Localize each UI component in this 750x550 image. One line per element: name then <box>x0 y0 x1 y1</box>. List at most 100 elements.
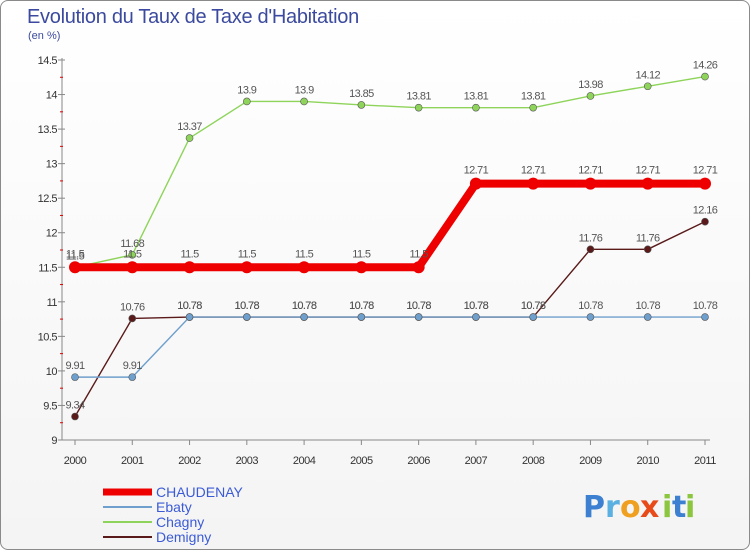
data-point <box>643 245 652 254</box>
x-tick-label: 2000 <box>64 455 87 467</box>
y-tick-label: 11 <box>47 297 58 309</box>
y-tick-label: 11.5 <box>38 262 57 274</box>
series-line-demigny <box>74 220 706 418</box>
logo-letter: P <box>583 490 605 525</box>
x-tick-label: 2002 <box>178 455 201 467</box>
data-label: 14.12 <box>635 69 660 81</box>
data-label: 9.91 <box>123 360 142 372</box>
data-label: 11.68 <box>120 238 144 250</box>
data-label: 10.78 <box>521 300 546 312</box>
x-tick-label: 2004 <box>293 455 316 467</box>
data-label: 10.76 <box>120 301 145 313</box>
data-label: 10.78 <box>292 300 317 312</box>
data-point <box>355 261 368 274</box>
data-point <box>529 313 537 321</box>
data-label: 10.78 <box>464 300 489 312</box>
data-label: 13.81 <box>464 91 489 103</box>
logo-letter: i <box>662 490 672 525</box>
logo-letter: r <box>605 490 620 525</box>
data-point <box>472 103 480 112</box>
series-line-chaudenay <box>71 179 709 272</box>
data-point <box>701 72 709 81</box>
data-label: 10.78 <box>349 300 374 312</box>
data-point <box>128 314 137 323</box>
y-tick-label: 12.5 <box>38 193 58 205</box>
data-point <box>298 261 311 274</box>
data-point <box>71 412 79 421</box>
data-label: 13.98 <box>578 79 603 91</box>
data-point <box>126 261 139 274</box>
data-point <box>701 217 709 226</box>
data-label: 11.5 <box>66 248 85 260</box>
x-tick-label: 2008 <box>522 455 545 467</box>
data-point <box>641 177 654 190</box>
y-tick-label: 9 <box>51 435 57 447</box>
y-tick-label: 12 <box>46 228 58 240</box>
logo-letter: i <box>685 490 695 525</box>
data-label: 11.5 <box>352 248 371 260</box>
series-line-ebaty <box>74 316 706 378</box>
y-tick-label: 10 <box>46 366 58 378</box>
x-tick-label: 2011 <box>694 455 716 467</box>
data-point <box>357 101 366 109</box>
data-label: 11.5 <box>295 248 314 260</box>
data-label: 13.81 <box>521 91 546 103</box>
data-label: 10.78 <box>521 300 546 312</box>
logo-letter: t <box>672 490 686 525</box>
data-label: 11.5 <box>66 250 85 262</box>
data-label: 14.26 <box>693 60 718 72</box>
x-tick-label: 2006 <box>407 455 430 467</box>
data-point <box>71 373 79 381</box>
data-label: 13.9 <box>237 84 256 96</box>
data-label: 13.37 <box>177 121 202 133</box>
data-label: 12.71 <box>578 165 603 177</box>
data-label: 11.76 <box>636 232 660 244</box>
logo-letter: x <box>640 490 659 525</box>
data-point <box>185 134 194 142</box>
data-label: 12.71 <box>635 165 660 177</box>
data-point <box>183 261 196 274</box>
data-label: 13.85 <box>349 88 374 100</box>
y-tick-label: 10.5 <box>38 331 58 343</box>
data-point <box>357 313 366 321</box>
data-label: 12.71 <box>521 165 546 177</box>
legend-label-demigny: Demigny <box>156 529 211 545</box>
data-label: 10.78 <box>349 300 374 312</box>
data-label: 12.16 <box>693 205 718 217</box>
y-tick-label: 13 <box>46 159 58 171</box>
data-point <box>128 251 137 259</box>
data-point <box>701 313 709 321</box>
data-label: 9.91 <box>65 360 84 372</box>
y-tick-label: 14 <box>46 90 58 102</box>
data-point <box>586 245 595 254</box>
x-tick-label: 2005 <box>350 455 373 467</box>
data-label: 10.78 <box>177 300 202 312</box>
x-tick-label: 2007 <box>465 455 488 467</box>
data-label: 9.34 <box>65 400 84 412</box>
data-label: 10.78 <box>464 300 489 312</box>
data-point <box>414 103 423 112</box>
data-label: 11.5 <box>123 248 142 260</box>
data-label: 10.78 <box>177 300 202 312</box>
chart-unit-label: (en %) <box>28 30 61 42</box>
data-point <box>240 261 253 274</box>
y-tick-label: 14.5 <box>38 55 58 67</box>
data-point <box>527 177 540 190</box>
data-label: 12.71 <box>693 165 718 177</box>
y-tick-label: 9.5 <box>43 400 57 412</box>
data-label: 13.9 <box>295 84 314 96</box>
data-point <box>412 261 425 274</box>
x-tick-label: 2009 <box>579 455 602 467</box>
data-point <box>128 373 137 381</box>
y-tick-label: 13.5 <box>38 124 58 136</box>
data-label: 13.81 <box>406 91 431 103</box>
x-tick-label: 2010 <box>636 455 659 467</box>
legend-label-chaudenay: CHAUDENAY <box>156 484 244 500</box>
data-label: 11.76 <box>579 232 603 244</box>
data-label: 10.78 <box>406 300 431 312</box>
data-label: 10.78 <box>578 300 603 312</box>
data-label: 11.5 <box>410 248 429 260</box>
data-point <box>472 313 480 321</box>
